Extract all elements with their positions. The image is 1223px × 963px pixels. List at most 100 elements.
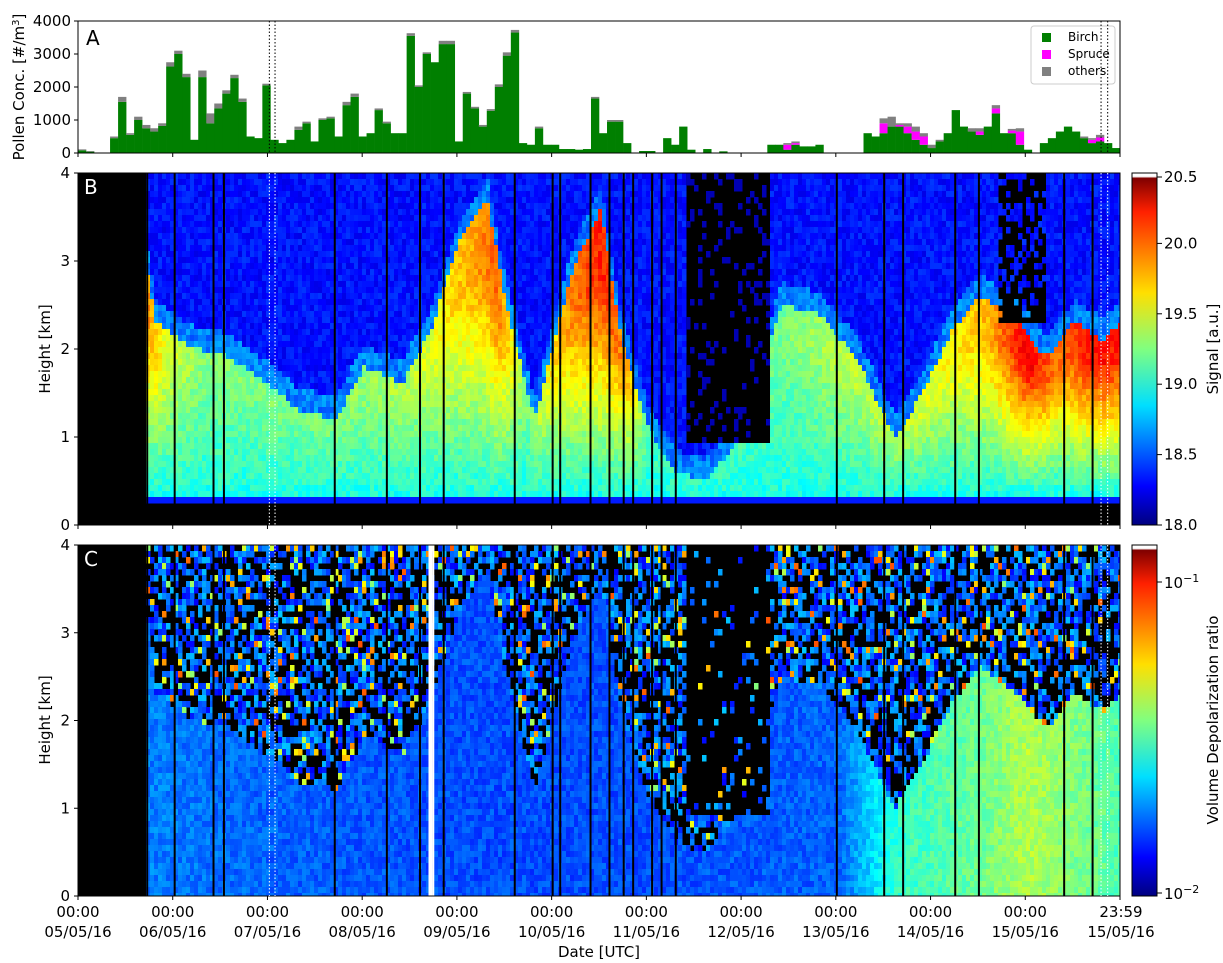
signal-cell	[370, 473, 375, 480]
signal-cell	[178, 311, 183, 318]
signal-cell	[218, 401, 223, 408]
signal-cell	[218, 383, 223, 390]
signal-cell	[294, 497, 299, 504]
signal-cell	[342, 365, 347, 372]
signal-cell	[350, 479, 355, 486]
signal-cell	[166, 263, 171, 270]
signal-cell	[242, 311, 247, 318]
signal-cell	[486, 299, 491, 306]
signal-cell	[282, 365, 287, 372]
signal-cell	[462, 461, 467, 468]
signal-cell	[198, 395, 203, 402]
signal-cell	[466, 293, 471, 300]
signal-cell	[394, 239, 399, 246]
signal-cell	[354, 335, 359, 342]
signal-cell	[458, 293, 463, 300]
signal-cell	[438, 413, 443, 420]
signal-cell	[310, 371, 315, 378]
signal-cell	[366, 491, 371, 498]
signal-cell	[354, 365, 359, 372]
signal-cell	[310, 269, 315, 276]
signal-cell	[278, 365, 283, 372]
signal-cell	[378, 317, 383, 324]
signal-cell	[390, 413, 395, 420]
signal-cell	[182, 419, 187, 426]
signal-cell	[438, 293, 443, 300]
signal-cell	[190, 473, 195, 480]
signal-cell	[150, 497, 155, 504]
signal-cell	[246, 479, 251, 486]
signal-cell	[306, 293, 311, 300]
signal-cell	[462, 401, 467, 408]
signal-cell	[338, 329, 343, 336]
signal-cell	[490, 281, 495, 288]
signal-cell	[450, 275, 455, 282]
signal-cell	[454, 443, 459, 450]
signal-cell	[306, 209, 311, 216]
signal-cell	[202, 215, 207, 222]
signal-cell	[454, 347, 459, 354]
signal-cell	[322, 275, 327, 282]
signal-cell	[186, 413, 191, 420]
signal-cell	[366, 365, 371, 372]
signal-cell	[342, 251, 347, 258]
signal-cell	[470, 245, 475, 252]
signal-cell	[422, 431, 427, 438]
signal-cell	[318, 239, 323, 246]
bar-birch-75	[679, 127, 687, 153]
signal-cell	[410, 455, 415, 462]
signal-cell	[438, 191, 443, 198]
signal-cell	[326, 497, 331, 504]
signal-cell	[478, 311, 483, 318]
signal-cell	[218, 413, 223, 420]
signal-cell	[366, 323, 371, 330]
signal-cell	[326, 353, 331, 360]
signal-cell	[226, 497, 231, 504]
signal-cell	[378, 323, 383, 330]
signal-cell	[302, 197, 307, 204]
signal-cell	[202, 473, 207, 480]
signal-cell	[358, 473, 363, 480]
bar-others-41	[407, 33, 415, 36]
signal-cell	[202, 353, 207, 360]
signal-cell	[462, 467, 467, 474]
signal-cell	[282, 191, 287, 198]
signal-cell	[226, 395, 231, 402]
signal-cell	[178, 431, 183, 438]
signal-cell	[342, 335, 347, 342]
signal-cell	[482, 275, 487, 282]
signal-cell	[454, 173, 459, 180]
signal-cell	[194, 425, 199, 432]
signal-cell	[162, 203, 167, 210]
signal-cell	[282, 275, 287, 282]
signal-cell	[186, 269, 191, 276]
signal-cell	[462, 479, 467, 486]
signal-cell	[394, 329, 399, 336]
signal-cell	[198, 407, 203, 414]
signal-cell	[338, 449, 343, 456]
signal-cell	[318, 173, 323, 180]
signal-cell	[446, 275, 451, 282]
signal-cell	[486, 221, 491, 228]
signal-cell	[402, 203, 407, 210]
signal-cell	[218, 317, 223, 324]
signal-cell	[414, 407, 419, 414]
signal-cell	[438, 251, 443, 258]
signal-cell	[282, 407, 287, 414]
signal-cell	[262, 473, 267, 480]
signal-cell	[254, 221, 259, 228]
bar-others-101	[888, 117, 896, 127]
signal-cell	[430, 497, 435, 504]
signal-cell	[250, 185, 255, 192]
signal-cell	[322, 287, 327, 294]
signal-cell	[350, 203, 355, 210]
signal-cell	[358, 449, 363, 456]
bar-birch-127	[1096, 141, 1104, 153]
signal-cell	[446, 479, 451, 486]
signal-cell	[394, 455, 399, 462]
signal-cell	[314, 413, 319, 420]
signal-cell	[486, 185, 491, 192]
signal-cell	[186, 245, 191, 252]
signal-cell	[302, 341, 307, 348]
bar-birch-120	[1040, 143, 1048, 153]
